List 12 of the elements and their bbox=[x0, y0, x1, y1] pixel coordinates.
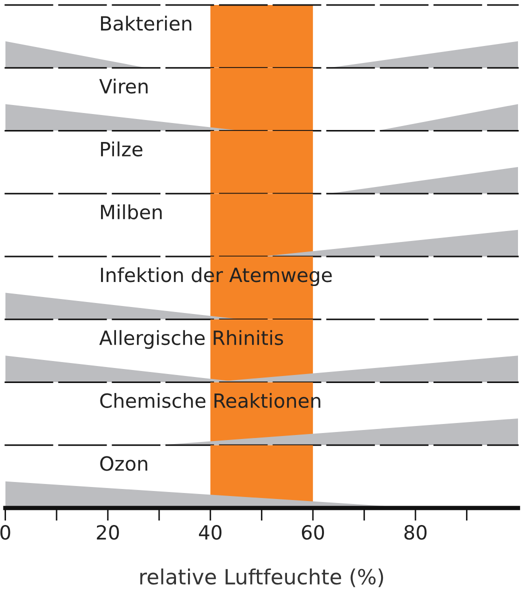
x-tick-label: 20 bbox=[96, 525, 119, 540]
chart-title: Ozon bbox=[100, 456, 148, 471]
chart-title: Bakterien bbox=[101, 16, 192, 31]
x-tick-label: 40 bbox=[198, 525, 222, 540]
x-axis-title: relative Luftfeuchte (%) bbox=[140, 568, 384, 588]
chart-title: Pilze bbox=[101, 141, 142, 157]
x-tick-label: 0 bbox=[0, 525, 10, 540]
x-tick-label: 60 bbox=[302, 525, 324, 540]
x-tick-label: 80 bbox=[404, 525, 427, 540]
chart-title: Allergische Rhinitis bbox=[99, 330, 284, 349]
chart-title: Milben bbox=[101, 204, 162, 220]
chart-title: Viren bbox=[99, 78, 148, 94]
